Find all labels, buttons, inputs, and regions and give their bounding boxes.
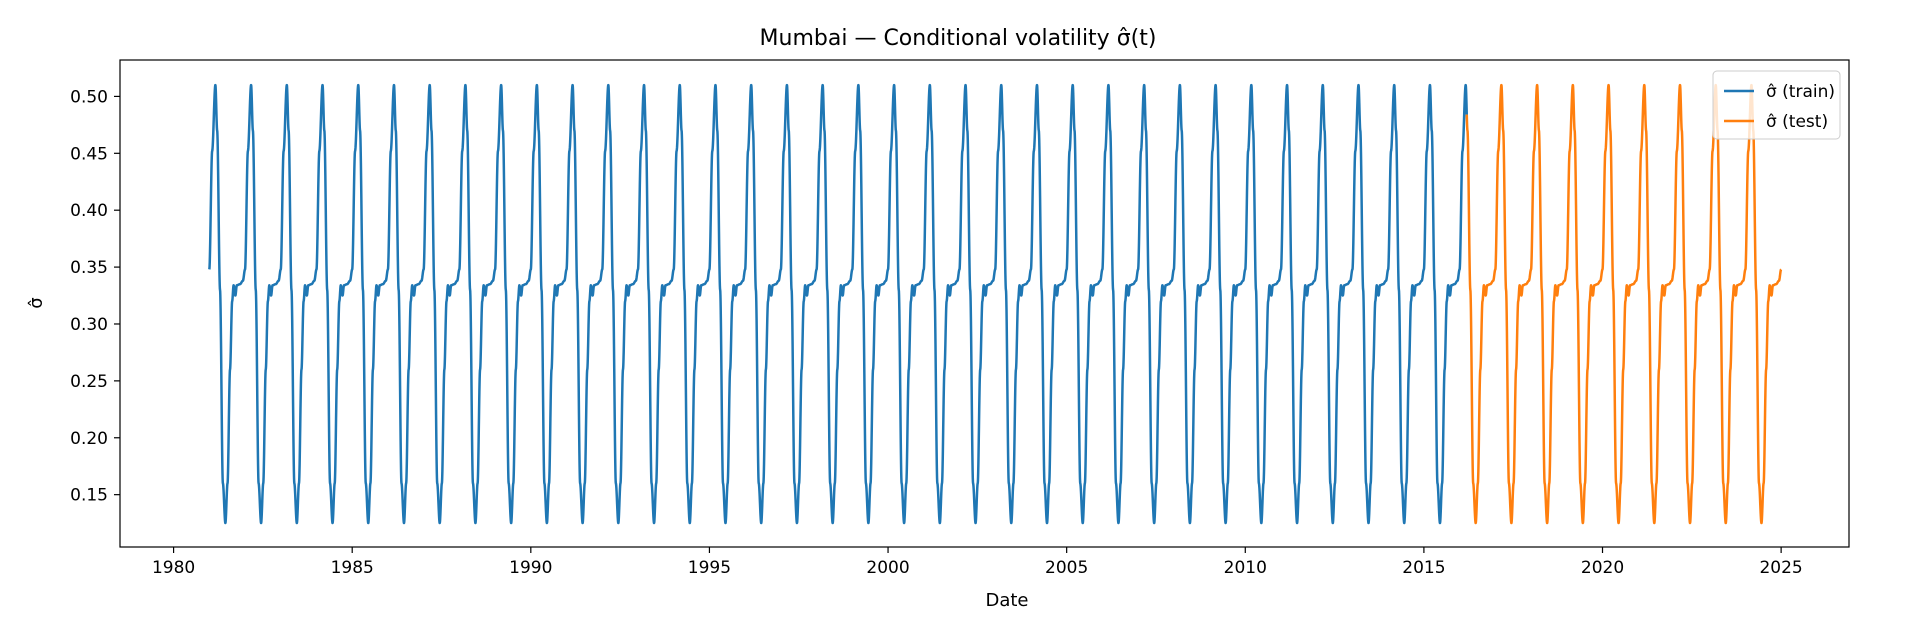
y-tick-label: 0.50 [70,87,108,107]
plot-area [119,59,1850,548]
y-tick-label: 0.40 [70,201,108,221]
y-tick-label: 0.25 [70,372,108,392]
plot-frame [119,59,1850,548]
x-tick-label: 2010 [1224,558,1267,578]
chart-title: Mumbai — Conditional volatility σ̂(t) [760,26,1157,51]
legend: σ̂ (train) σ̂ (test) [1712,70,1841,140]
y-tick-label: 0.20 [70,429,108,449]
x-tick-label: 2015 [1402,558,1445,578]
series-layer [208,83,1783,525]
legend-label-test: σ̂ (test) [1766,112,1828,132]
x-tick-label: 1980 [152,558,195,578]
x-tick-label: 2005 [1045,558,1088,578]
y-axis-label: σ̂ [26,297,47,308]
x-axis: 1980 1985 1990 1995 2000 2005 2010 2015 2020 2025 [152,547,1803,578]
y-tick-label: 0.35 [70,258,108,278]
series-line-test [1465,83,1783,525]
x-tick-label: 1995 [688,558,731,578]
x-tick-label: 2000 [866,558,909,578]
x-axis-label: Date [985,590,1028,611]
y-axis: 0.15 0.20 0.25 0.30 0.35 0.40 0.45 0.50 [70,87,120,506]
y-tick-label: 0.45 [70,144,108,164]
y-tick-label: 0.15 [70,486,108,506]
x-tick-label: 1990 [509,558,552,578]
legend-label-train: σ̂ (train) [1766,82,1835,102]
x-tick-label: 2025 [1759,558,1802,578]
x-tick-label: 2020 [1581,558,1624,578]
x-tick-label: 1985 [331,558,374,578]
series-line-train [208,83,1469,525]
y-tick-label: 0.30 [70,315,108,335]
